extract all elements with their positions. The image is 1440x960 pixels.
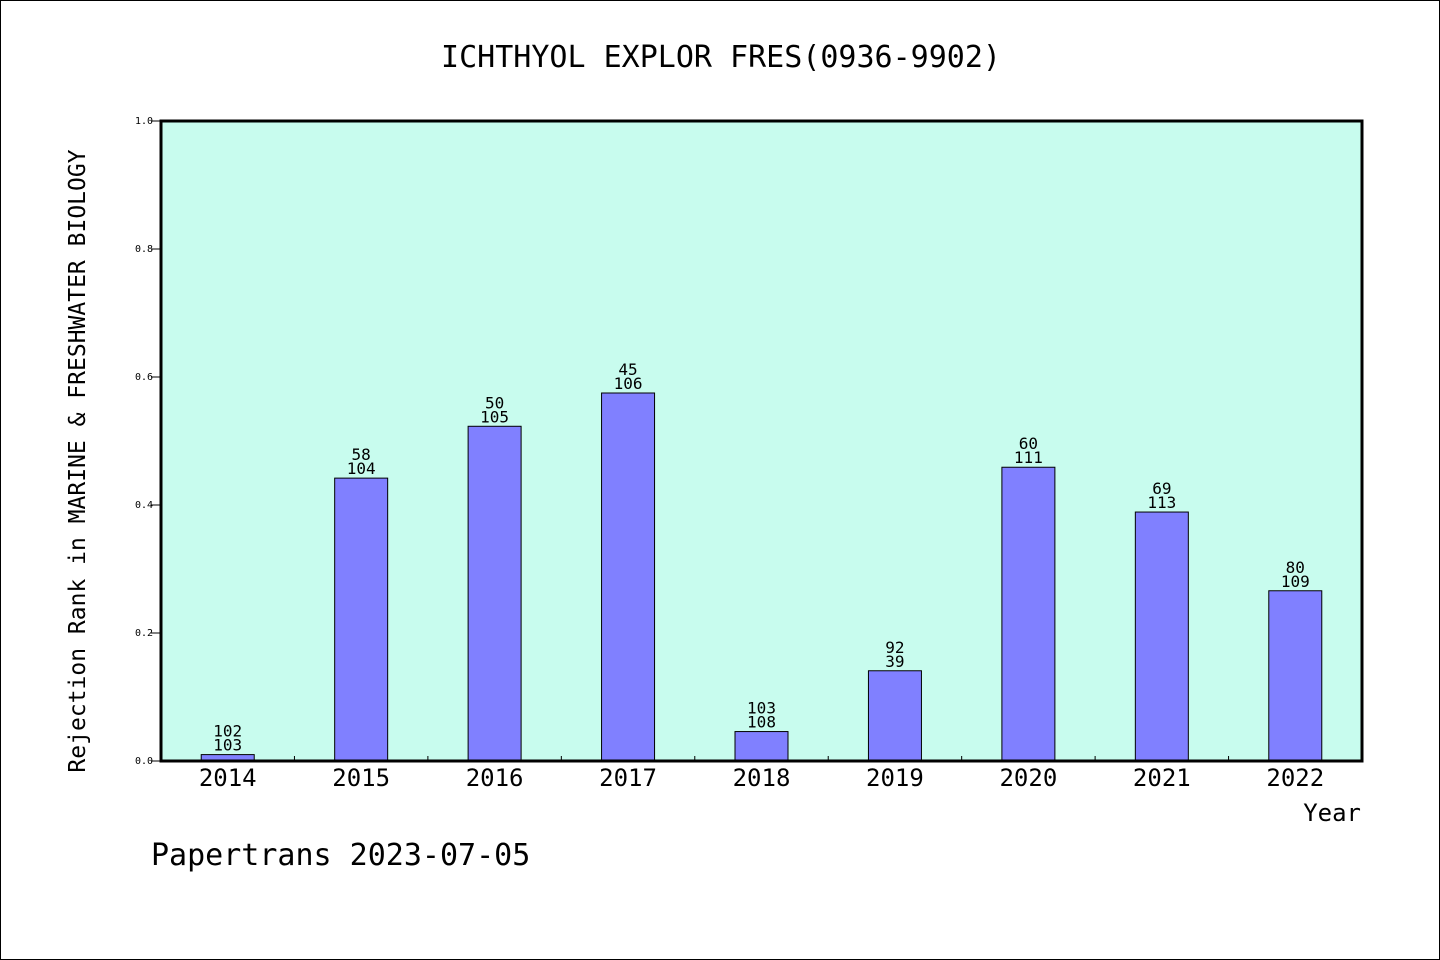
bar-label-bottom: 39 [885,652,904,671]
y-tick-label: 0.2 [135,628,153,639]
x-tick-label: 2019 [866,764,924,792]
bar-2021 [1134,511,1189,762]
bars-group: 1021035810450105451061031089239601116911… [200,360,1323,762]
bar-label-bottom: 111 [1014,448,1043,467]
bar-label-top: 80 [1286,558,1305,577]
x-tick-label: 2018 [733,764,791,792]
y-tick-label: 0.6 [135,372,153,383]
y-axis-label: Rejection Rank in MARINE & FRESHWATER BI… [65,149,91,772]
bar-label-bottom: 108 [747,713,776,732]
bar-label-top: 92 [885,638,904,657]
bar-label-top: 69 [1152,479,1171,498]
x-axis: 2014 2015 2016 2017 2018 2019 2020 2021 2022 [199,756,1324,792]
y-tick-label: 0.0 [135,756,153,767]
x-tick-label: 2015 [332,764,390,792]
bar-label-top: 45 [618,360,637,379]
chart-title: ICHTHYOL EXPLOR FRES(0936-9902) [441,40,1001,75]
plot-border [159,119,1364,763]
bar-label-bottom: 105 [480,407,509,426]
bar-label-bottom: 106 [614,374,643,393]
x-tick-label: 2014 [199,764,257,792]
x-axis-label: Year [1303,799,1361,827]
x-tick-label: 2022 [1266,764,1324,792]
x-tick-label: 2021 [1133,764,1191,792]
y-tick-label: 0.4 [135,500,153,511]
bar-label-top: 60 [1019,434,1038,453]
bar-2019 [867,670,922,762]
bar-2020 [1001,466,1056,762]
y-axis: 0.0 0.2 0.4 0.6 0.8 1.0 [135,116,161,767]
x-tick-label: 2016 [466,764,524,792]
bar-2017 [601,392,656,762]
x-tick-label: 2020 [999,764,1057,792]
bar-label-top: 50 [485,393,504,412]
bar-label-bottom: 113 [1147,493,1176,512]
x-tick-label: 2017 [599,764,657,792]
y-tick-label: 0.8 [135,244,153,255]
bar-label-top: 58 [352,445,371,464]
bar-2018 [734,731,789,762]
bar-2015 [334,477,389,762]
bar-2022 [1268,590,1323,762]
footer-credit: Papertrans 2023-07-05 [151,838,530,873]
bar-label-top: 102 [213,722,242,741]
bar-label-bottom: 103 [213,736,242,755]
bar-label-bottom: 104 [347,459,376,478]
y-tick-label: 1.0 [135,116,153,127]
bar-label-bottom: 109 [1281,572,1310,591]
bar-2016 [467,425,522,762]
bar-label-top: 103 [747,699,776,718]
